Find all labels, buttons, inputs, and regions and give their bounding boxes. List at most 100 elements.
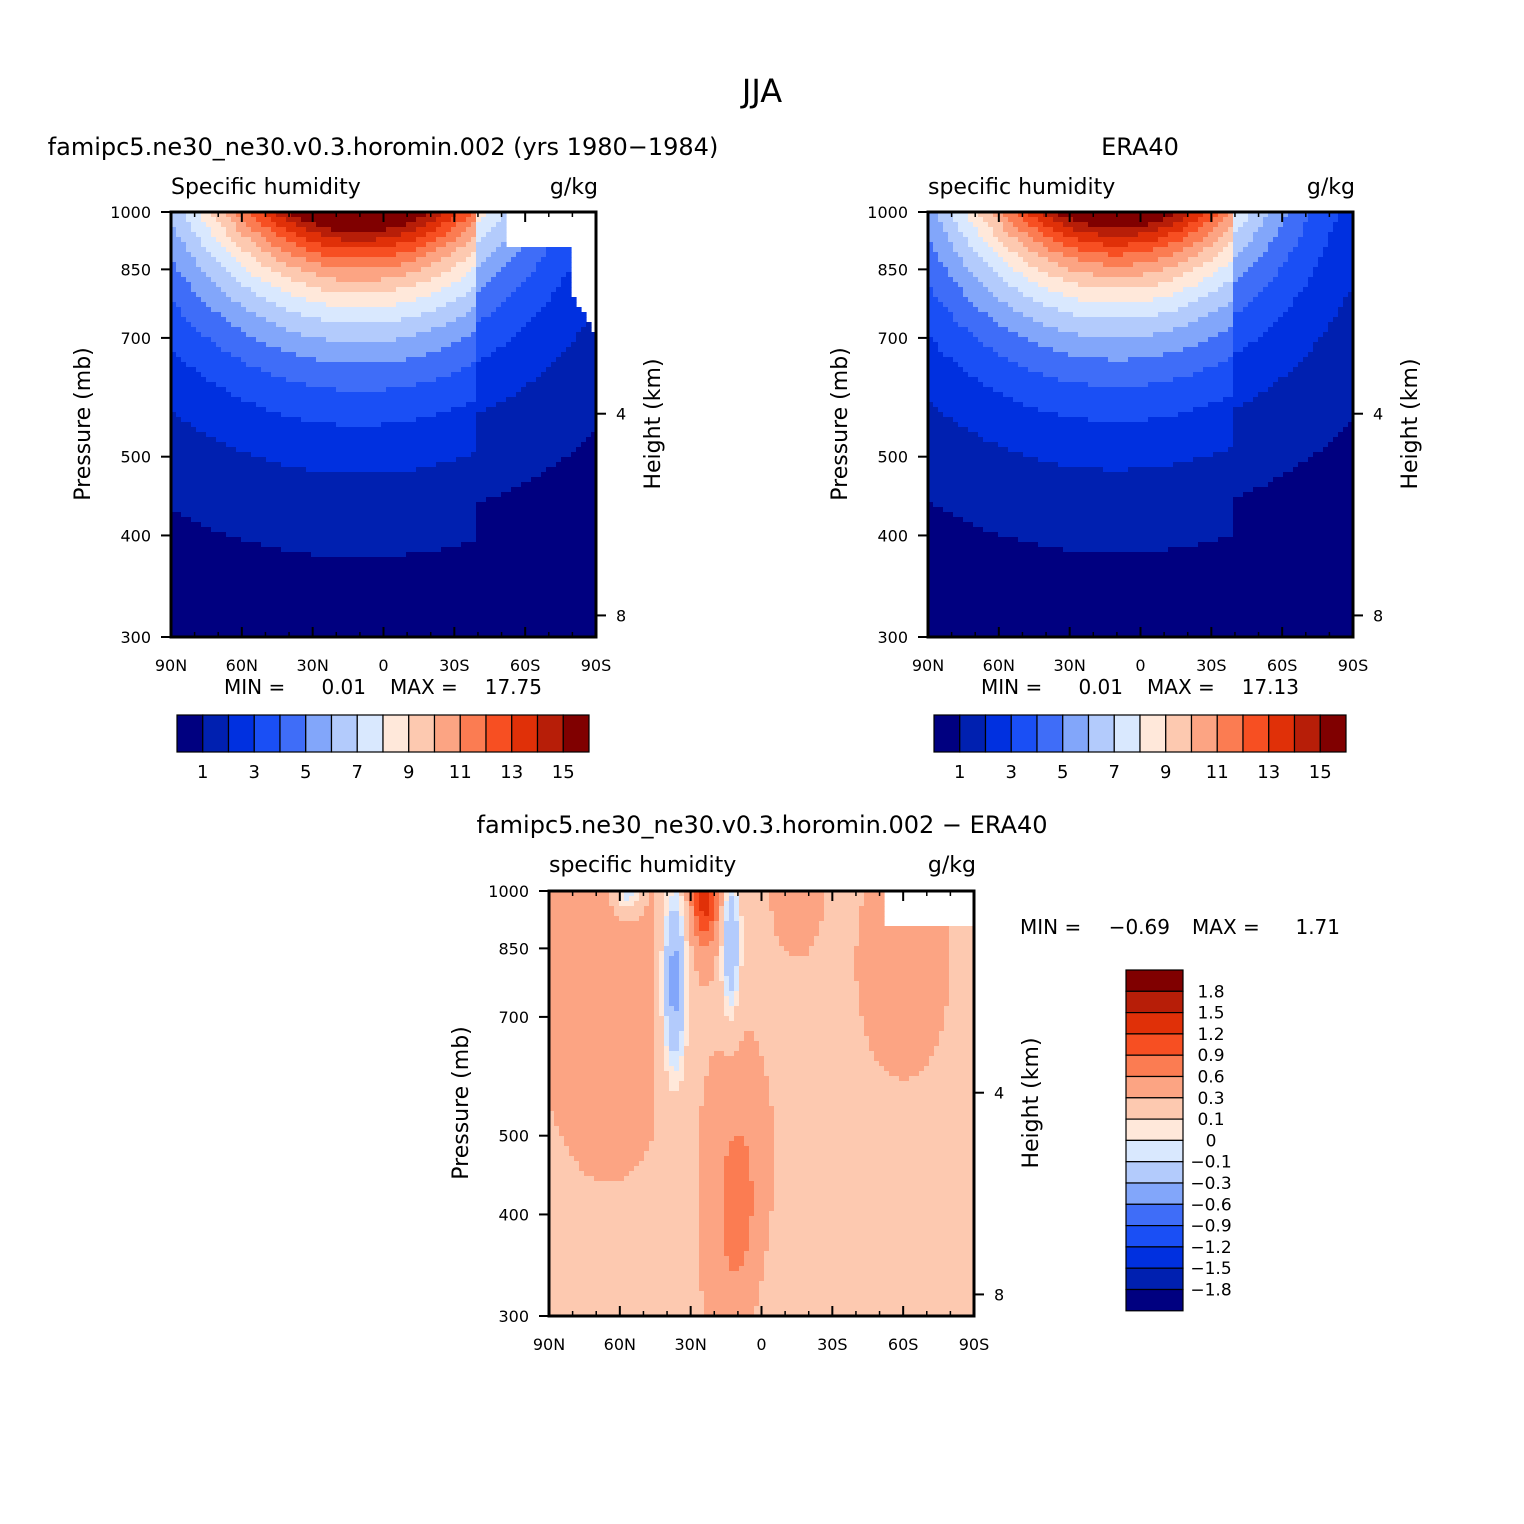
field-cell — [236, 337, 242, 343]
field-cell — [461, 237, 467, 243]
field-cell — [331, 552, 337, 558]
field-cell — [201, 542, 207, 548]
field-cell — [411, 252, 417, 258]
field-cell — [196, 257, 202, 263]
field-cell — [321, 447, 327, 453]
field-cell — [346, 367, 352, 373]
field-cell — [326, 372, 332, 378]
field-cell — [326, 277, 332, 283]
field-cell — [261, 272, 267, 278]
field-cell — [426, 212, 432, 218]
field-cell — [216, 512, 222, 518]
field-cell — [316, 457, 322, 463]
field-cell — [351, 272, 357, 278]
field-cell — [351, 417, 357, 423]
field-cell — [226, 562, 232, 568]
field-cell — [366, 537, 372, 543]
field-cell — [281, 542, 287, 548]
field-cell — [286, 412, 292, 418]
field-cell — [291, 282, 297, 288]
field-cell — [211, 402, 217, 408]
field-cell — [331, 322, 337, 328]
field-cell — [191, 517, 197, 523]
field-cell — [431, 377, 437, 383]
field-cell — [391, 252, 397, 258]
field-cell — [331, 527, 337, 533]
field-cell — [226, 572, 232, 578]
field-cell — [231, 452, 237, 458]
field-cell — [251, 357, 257, 363]
field-cell — [301, 592, 307, 598]
field-cell — [326, 612, 332, 618]
field-cell — [186, 262, 192, 268]
field-cell — [341, 327, 347, 333]
field-cell — [341, 507, 347, 513]
field-cell — [241, 317, 247, 323]
field-cell — [246, 237, 252, 243]
field-cell — [411, 427, 417, 433]
field-cell — [186, 257, 192, 263]
field-cell — [236, 512, 242, 518]
field-cell — [341, 347, 347, 353]
field-cell — [181, 242, 187, 248]
field-cell — [271, 632, 277, 637]
field-cell — [386, 537, 392, 543]
field-cell — [361, 427, 367, 433]
field-cell — [391, 517, 397, 523]
field-cell — [331, 507, 337, 513]
field-cell — [301, 417, 307, 423]
field-cell — [201, 362, 207, 368]
field-cell — [271, 627, 277, 633]
field-cell — [336, 487, 342, 493]
field-cell — [266, 517, 272, 523]
field-cell — [356, 607, 362, 613]
field-cell — [436, 567, 442, 573]
field-cell — [316, 297, 322, 303]
field-cell — [191, 397, 197, 403]
field-cell — [176, 312, 182, 318]
field-cell — [231, 617, 237, 623]
field-cell — [366, 507, 372, 513]
field-cell — [296, 527, 302, 533]
field-cell — [341, 227, 347, 233]
field-cell — [386, 427, 392, 433]
field-cell — [276, 387, 282, 393]
field-cell — [356, 632, 362, 637]
field-cell — [236, 327, 242, 333]
field-cell — [251, 602, 257, 608]
field-cell — [266, 262, 272, 268]
field-cell — [221, 302, 227, 308]
field-cell — [381, 322, 387, 328]
field-cell — [441, 267, 447, 273]
field-cell — [231, 347, 237, 353]
field-cell — [221, 437, 227, 443]
field-cell — [396, 257, 402, 263]
field-cell — [366, 487, 372, 493]
field-cell — [186, 307, 192, 313]
field-cell — [276, 312, 282, 318]
field-cell — [331, 602, 337, 608]
figure-title: JJA — [740, 72, 782, 110]
field-cell — [261, 597, 267, 603]
field-cell — [361, 292, 367, 298]
field-cell — [216, 347, 222, 353]
field-cell — [461, 472, 467, 478]
field-cell — [341, 447, 347, 453]
field-cell — [271, 597, 277, 603]
field-cell — [221, 502, 227, 508]
field-cell — [311, 517, 317, 523]
field-cell — [326, 332, 332, 338]
field-cell — [246, 537, 252, 543]
field-cell — [431, 547, 437, 553]
field-cell — [231, 232, 237, 238]
field-cell — [246, 327, 252, 333]
field-cell — [341, 627, 347, 633]
field-cell — [256, 237, 262, 243]
field-cell — [171, 622, 177, 628]
field-cell — [171, 457, 177, 463]
field-cell — [416, 617, 422, 623]
field-cell — [396, 377, 402, 383]
field-cell — [331, 422, 337, 428]
field-cell — [261, 242, 267, 248]
field-cell — [231, 287, 237, 293]
